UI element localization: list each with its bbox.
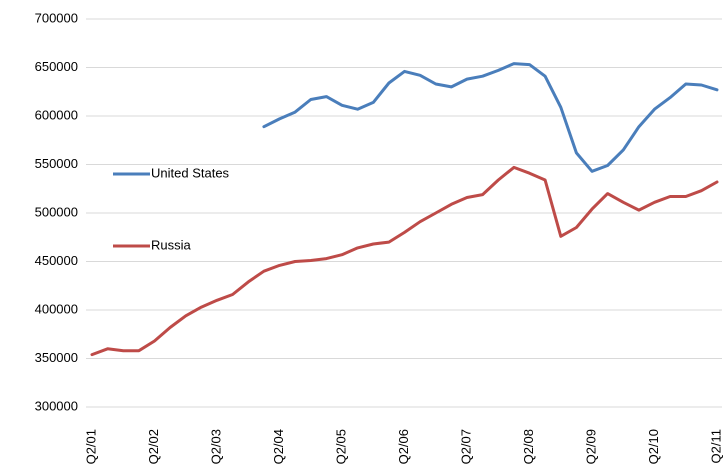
y-tick-label: 450000 [35,253,78,268]
x-tick-label: Q2/01 [83,429,98,464]
y-tick-label: 500000 [35,204,78,219]
line-series [90,165,719,357]
y-tick-label: 550000 [35,156,78,171]
y-tick-label: 650000 [35,59,78,74]
y-tick-label: 300000 [35,398,78,413]
x-tick-label: Q2/07 [458,429,473,464]
legend-label: United States [151,165,230,180]
x-tick-label: Q2/02 [146,429,161,464]
x-tick-label: Q2/11 [708,429,723,463]
x-tick-label: Q2/08 [521,429,536,464]
line-series [262,62,719,173]
x-tick-label: Q2/04 [271,429,286,464]
y-tick-label: 600000 [35,107,78,122]
y-tick-label: 350000 [35,350,78,365]
x-tick-label: Q2/09 [583,429,598,464]
x-tick-label: Q2/03 [208,429,223,464]
y-tick-label: 400000 [35,301,78,316]
x-tick-label: Q2/06 [396,429,411,464]
x-tick-label: Q2/05 [333,429,348,464]
y-tick-label: 700000 [35,10,78,25]
x-tick-label: Q2/10 [646,429,661,464]
legend-label: Russia [151,237,192,252]
